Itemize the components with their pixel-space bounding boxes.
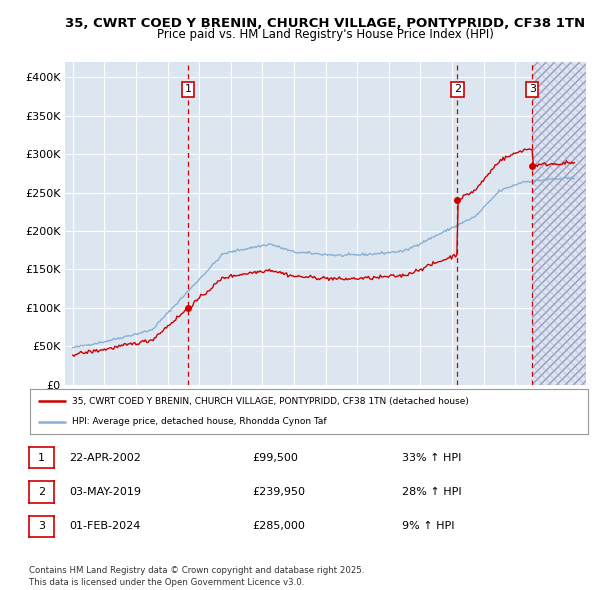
Text: 28% ↑ HPI: 28% ↑ HPI bbox=[402, 487, 461, 497]
Bar bbox=[532, 62, 586, 385]
Text: HPI: Average price, detached house, Rhondda Cynon Taf: HPI: Average price, detached house, Rhon… bbox=[72, 417, 326, 426]
Text: 9% ↑ HPI: 9% ↑ HPI bbox=[402, 522, 455, 531]
Text: Price paid vs. HM Land Registry's House Price Index (HPI): Price paid vs. HM Land Registry's House … bbox=[157, 28, 494, 41]
Text: 3: 3 bbox=[529, 84, 536, 94]
Text: 03-MAY-2019: 03-MAY-2019 bbox=[69, 487, 141, 497]
Text: 1: 1 bbox=[185, 84, 191, 94]
Text: Contains HM Land Registry data © Crown copyright and database right 2025.
This d: Contains HM Land Registry data © Crown c… bbox=[29, 566, 364, 587]
Text: 35, CWRT COED Y BRENIN, CHURCH VILLAGE, PONTYPRIDD, CF38 1TN (detached house): 35, CWRT COED Y BRENIN, CHURCH VILLAGE, … bbox=[72, 397, 469, 406]
Text: £99,500: £99,500 bbox=[252, 453, 298, 463]
Text: £239,950: £239,950 bbox=[252, 487, 305, 497]
Point bbox=[527, 161, 537, 171]
Point bbox=[184, 303, 193, 313]
Text: 33% ↑ HPI: 33% ↑ HPI bbox=[402, 453, 461, 463]
Text: £285,000: £285,000 bbox=[252, 522, 305, 531]
Bar bbox=[532, 62, 586, 385]
Text: 22-APR-2002: 22-APR-2002 bbox=[69, 453, 141, 463]
Text: 2: 2 bbox=[38, 487, 45, 497]
Text: 3: 3 bbox=[38, 522, 45, 531]
Text: 01-FEB-2024: 01-FEB-2024 bbox=[69, 522, 140, 531]
Text: 1: 1 bbox=[38, 453, 45, 463]
Point bbox=[452, 195, 462, 205]
Text: 2: 2 bbox=[454, 84, 461, 94]
Text: 35, CWRT COED Y BRENIN, CHURCH VILLAGE, PONTYPRIDD, CF38 1TN: 35, CWRT COED Y BRENIN, CHURCH VILLAGE, … bbox=[65, 17, 585, 30]
